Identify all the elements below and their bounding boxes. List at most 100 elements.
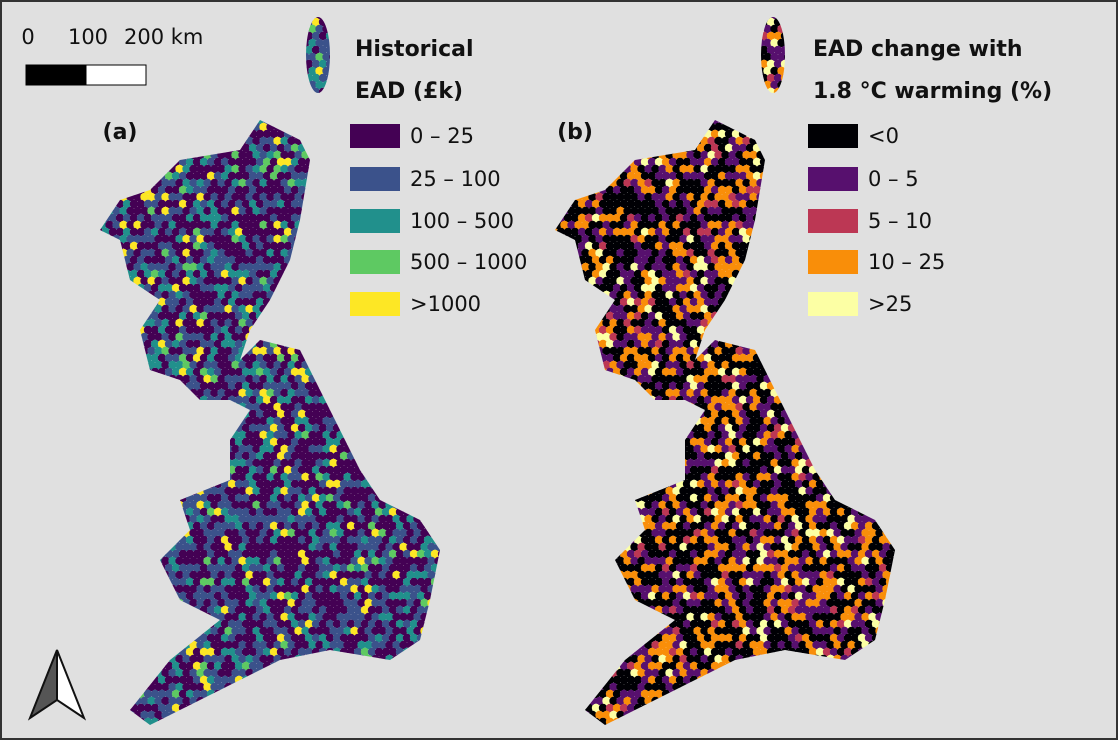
map-cell xyxy=(399,626,408,636)
map-cell xyxy=(220,269,230,279)
map-cell xyxy=(182,570,191,580)
map-cell xyxy=(136,269,146,279)
map-cell xyxy=(234,465,244,475)
map-cell xyxy=(227,241,237,251)
map-cell xyxy=(413,528,422,538)
map-cell xyxy=(150,255,160,265)
map-cell xyxy=(252,626,261,636)
map-cell xyxy=(238,668,247,678)
map-cell xyxy=(406,514,415,524)
map-cell xyxy=(322,598,331,608)
map-cell xyxy=(287,584,296,594)
map-cell xyxy=(329,570,338,580)
map-cell xyxy=(231,458,240,468)
map-cell xyxy=(245,626,254,636)
map-cell xyxy=(252,276,261,286)
map-cell xyxy=(220,241,230,251)
map-cell xyxy=(189,598,198,608)
map-cell xyxy=(346,535,356,545)
map-cell xyxy=(213,353,223,363)
map-cell xyxy=(294,514,303,524)
map-cell xyxy=(175,318,184,328)
map-cell xyxy=(332,619,342,629)
map-cell xyxy=(238,318,247,328)
map-cell xyxy=(217,528,226,538)
map-cell xyxy=(224,486,233,496)
map-cell xyxy=(413,584,422,594)
map-cell xyxy=(157,325,167,335)
map-cell xyxy=(357,486,366,496)
map-cell xyxy=(262,269,272,279)
map-cell xyxy=(360,563,370,573)
map-cell xyxy=(259,570,268,580)
map-cell xyxy=(241,521,251,531)
map-cell xyxy=(367,577,377,587)
map-cell xyxy=(301,556,310,566)
map-cell xyxy=(248,213,258,223)
map-cell xyxy=(367,493,377,503)
map-cell xyxy=(227,549,237,559)
map-cell xyxy=(241,171,251,181)
map-cell xyxy=(269,241,279,251)
map-cell xyxy=(213,227,223,237)
map-cell xyxy=(252,220,261,230)
map-cell xyxy=(297,549,307,559)
map-cell xyxy=(119,234,128,244)
map-cell xyxy=(357,570,366,580)
map-cell xyxy=(252,458,261,468)
map-cell xyxy=(175,276,184,286)
map-cell xyxy=(290,381,300,391)
map-cell xyxy=(301,598,310,608)
map-cell xyxy=(168,192,177,202)
map-cell xyxy=(248,283,258,293)
map-cell xyxy=(171,325,181,335)
map-cell xyxy=(259,234,268,244)
map-cell xyxy=(199,591,209,601)
map-cell xyxy=(210,584,219,594)
map-cell xyxy=(371,500,380,510)
map-cell xyxy=(325,493,335,503)
map-cell xyxy=(287,402,296,412)
map-cell xyxy=(409,619,419,629)
map-cell xyxy=(269,143,279,153)
map-cell xyxy=(196,570,205,580)
map-cell xyxy=(140,276,149,286)
map-cell xyxy=(189,668,198,678)
map-cell xyxy=(332,507,342,517)
map-cell xyxy=(252,164,261,174)
map-cell xyxy=(231,192,240,202)
map-cell xyxy=(224,346,233,356)
map-cell xyxy=(273,486,282,496)
map-cell xyxy=(182,668,191,678)
map-cell xyxy=(217,486,226,496)
map-cell xyxy=(283,367,293,377)
map-cell xyxy=(227,283,237,293)
map-cell xyxy=(192,325,202,335)
map-cell xyxy=(290,171,300,181)
map-cell xyxy=(371,612,380,622)
map-cell xyxy=(189,654,198,664)
map-cell xyxy=(262,619,272,629)
map-cell xyxy=(192,647,202,657)
map-cell xyxy=(269,395,279,405)
map-cell xyxy=(336,472,345,482)
map-cell xyxy=(168,332,177,342)
map-cell xyxy=(266,276,275,286)
map-cell xyxy=(329,542,338,552)
map-cell xyxy=(269,437,279,447)
map-cell xyxy=(259,500,268,510)
map-cell xyxy=(224,654,233,664)
map-cell xyxy=(234,353,244,363)
map-cell xyxy=(322,584,331,594)
map-cell xyxy=(252,206,261,216)
map-cell xyxy=(381,507,391,517)
map-cell xyxy=(381,647,391,657)
map-cell xyxy=(301,472,310,482)
map-cell xyxy=(238,528,247,538)
map-cell xyxy=(311,395,321,405)
map-cell xyxy=(213,549,223,559)
map-cell xyxy=(210,626,219,636)
map-cell xyxy=(224,234,233,244)
map-cell xyxy=(339,619,349,629)
map-cell xyxy=(290,521,300,531)
